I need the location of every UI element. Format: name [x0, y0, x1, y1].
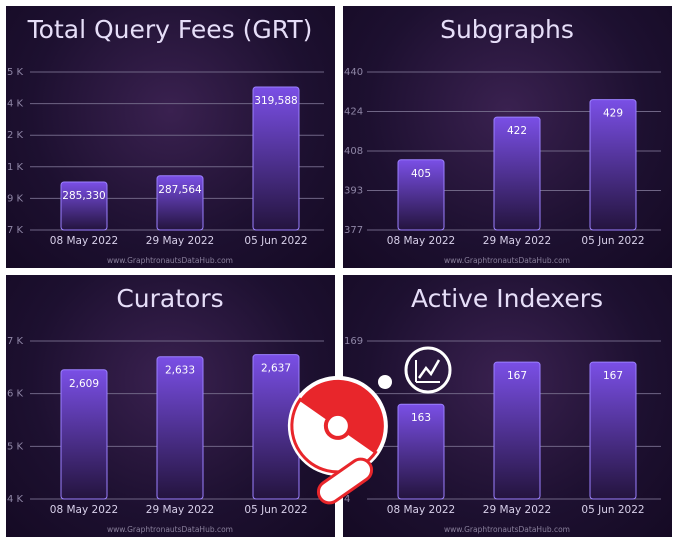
y-tick-label: 4 K	[7, 494, 24, 505]
data-label: 429	[603, 108, 623, 120]
chart-title: Active Indexers	[411, 284, 603, 313]
bar	[60, 369, 108, 500]
bar	[156, 175, 204, 231]
panel: Subgraphs 377 393 408 424 440 405 08 May 2022 42…	[343, 6, 672, 268]
y-tick-label: 7 K	[7, 225, 24, 236]
chart: Subgraphs 377 393 408 424 440 405 08 May 2022 42…	[344, 15, 661, 265]
data-label: 163	[411, 412, 431, 424]
chart: Curators 4 K 5 K 6 K 7 K 2,609 08 May 2022 2,63…	[7, 284, 324, 534]
y-tick-label: 6 K	[7, 389, 24, 400]
x-tick-label: 08 May 2022	[50, 504, 118, 516]
capsule	[316, 457, 374, 505]
source: www.GraphtronautsDataHub.com	[107, 256, 233, 265]
y-tick-label: 9 K	[7, 193, 24, 204]
source: www.GraphtronautsDataHub.com	[444, 525, 570, 534]
data-label: 405	[411, 168, 431, 180]
icon-ring	[404, 346, 452, 394]
chart-title: Subgraphs	[440, 15, 574, 44]
panel: Total Query Fees (GRT) 7 K 9 K 1 K 2 K 4 K 5 K…	[6, 6, 335, 268]
y-tick-label: 2 K	[7, 130, 24, 141]
y-tick-label: 377	[344, 225, 363, 236]
x-tick-label: 29 May 2022	[483, 504, 551, 516]
source: www.GraphtronautsDataHub.com	[444, 256, 570, 265]
bar	[60, 181, 108, 231]
x-tick-label: 05 Jun 2022	[244, 235, 307, 247]
x-tick-label: 29 May 2022	[483, 235, 551, 247]
bar	[252, 86, 300, 231]
data-label: 2,637	[261, 363, 291, 375]
panel: Active Indexers415916416916308 May 20221…	[343, 275, 672, 537]
y-tick-label: 440	[344, 67, 363, 78]
panel: Curators 4 K 5 K 6 K 7 K 2,609 08 May 2022 2,63…	[6, 275, 335, 537]
y-tick-label: 424	[344, 107, 363, 118]
chart: Total Query Fees (GRT) 7 K 9 K 1 K 2 K 4 K 5 K…	[7, 15, 324, 265]
x-tick-label: 08 May 2022	[387, 235, 455, 247]
y-tick-label: 393	[344, 186, 363, 197]
x-tick-label: 05 Jun 2022	[581, 504, 644, 516]
y-tick-label: 4	[344, 494, 350, 505]
dot	[378, 375, 392, 389]
data-label: 2,609	[69, 378, 99, 390]
data-label: 167	[507, 370, 527, 382]
data-label: 319,588	[254, 95, 297, 107]
bar	[493, 361, 541, 500]
x-tick-label: 08 May 2022	[387, 504, 455, 516]
data-label: 422	[507, 125, 527, 137]
data-label: 287,564	[158, 184, 202, 196]
x-tick-label: 29 May 2022	[146, 504, 214, 516]
x-tick-label: 29 May 2022	[146, 235, 214, 247]
chart-title: Total Query Fees (GRT)	[27, 15, 313, 44]
pokeball-button	[323, 411, 352, 440]
y-tick-label: 5 K	[7, 67, 24, 78]
data-label: 167	[603, 370, 623, 382]
chart: Active Indexers415916416916308 May 20221…	[344, 284, 661, 534]
source: www.GraphtronautsDataHub.com	[107, 525, 233, 534]
bar	[397, 159, 445, 231]
chart-title: Curators	[116, 284, 223, 313]
y-tick-label: 408	[344, 146, 363, 157]
data-label: 2,633	[165, 365, 195, 377]
bar	[397, 403, 445, 500]
icon-line	[417, 359, 441, 379]
x-tick-label: 08 May 2022	[50, 235, 118, 247]
x-tick-label: 05 Jun 2022	[581, 235, 644, 247]
x-tick-label: 05 Jun 2022	[244, 504, 307, 516]
y-tick-label: 5 K	[7, 441, 24, 452]
y-tick-label: 1 K	[7, 162, 24, 173]
y-tick-label: 4 K	[7, 99, 24, 110]
y-tick-label: 169	[344, 336, 363, 347]
y-tick-label: 7 K	[7, 336, 24, 347]
data-label: 285,330	[62, 190, 105, 202]
bar	[156, 356, 204, 500]
bar	[589, 361, 637, 500]
bar	[589, 99, 637, 231]
bar	[493, 116, 541, 231]
